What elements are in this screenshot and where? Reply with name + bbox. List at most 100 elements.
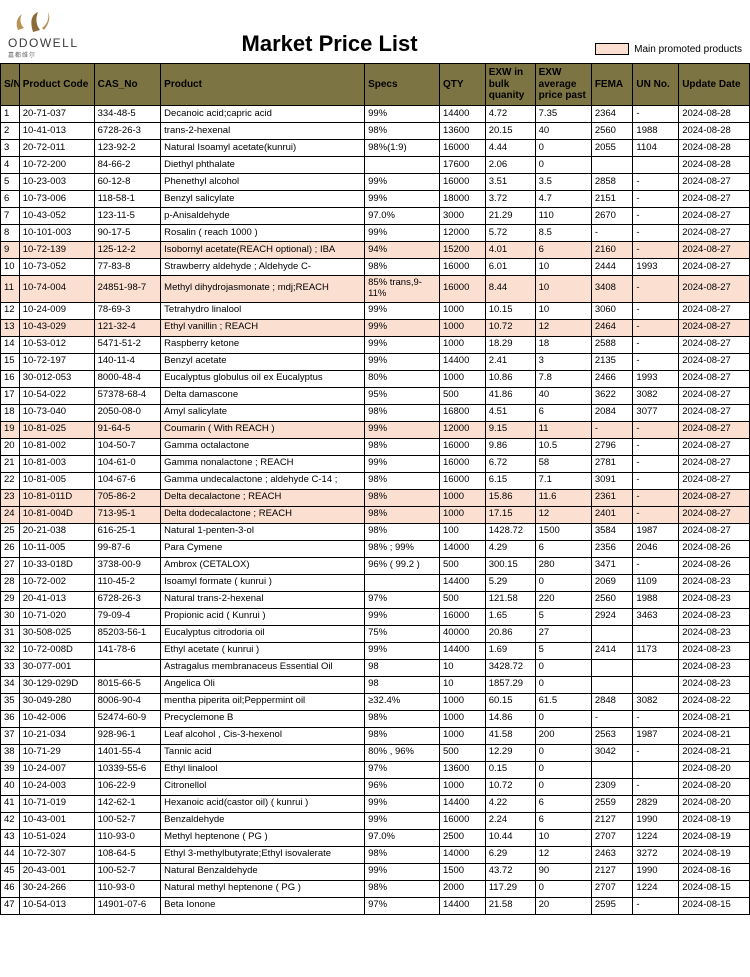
cell-fema: 2796 [591, 438, 633, 455]
cell-cas: 110-93-0 [94, 880, 161, 897]
cell-bulk: 300.15 [485, 557, 535, 574]
cell-spec: 99% [365, 302, 440, 319]
cell-avg: 12 [535, 319, 591, 336]
cell-cas: 8000-48-4 [94, 370, 161, 387]
table-row: 1910-81-02591-64-5Coumarin ( With REACH … [1, 421, 750, 438]
cell-qty: 16800 [439, 404, 485, 421]
cell-sn: 40 [1, 778, 20, 795]
cell-fema: 2588 [591, 336, 633, 353]
cell-sn: 9 [1, 242, 20, 259]
cell-fema: 2563 [591, 727, 633, 744]
cell-un [633, 761, 679, 778]
cell-date: 2024-08-23 [679, 574, 750, 591]
cell-prod: Beta Ionone [161, 897, 365, 914]
cell-sn: 15 [1, 353, 20, 370]
cell-fema [591, 157, 633, 174]
table-row: 3130-508-02585203-56-1Eucalyptus citrodo… [1, 625, 750, 642]
cell-un: 3463 [633, 608, 679, 625]
cell-fema: 2559 [591, 795, 633, 812]
cell-qty: 16000 [439, 455, 485, 472]
cell-spec: 98% [365, 404, 440, 421]
cell-qty: 16000 [439, 259, 485, 276]
cell-un [633, 625, 679, 642]
cell-date: 2024-08-27 [679, 174, 750, 191]
cell-code: 10-71-019 [19, 795, 94, 812]
cell-un: 3077 [633, 404, 679, 421]
cell-qty: 15200 [439, 242, 485, 259]
table-row: 210-41-0136728-26-3trans-2-hexenal98%136… [1, 123, 750, 140]
cell-prod: Eucalyptus globulus oil ex Eucalyptus [161, 370, 365, 387]
cell-sn: 31 [1, 625, 20, 642]
cell-sn: 17 [1, 387, 20, 404]
cell-qty: 17600 [439, 157, 485, 174]
cell-avg: 12 [535, 846, 591, 863]
cell-sn: 12 [1, 302, 20, 319]
cell-un [633, 157, 679, 174]
cell-spec: 98% [365, 472, 440, 489]
cell-cas: 1401-55-4 [94, 744, 161, 761]
cell-avg: 280 [535, 557, 591, 574]
cell-prod: Rosalin ( reach 1000 ) [161, 225, 365, 242]
cell-bulk: 2.06 [485, 157, 535, 174]
cell-qty: 2500 [439, 829, 485, 846]
cell-un: 3082 [633, 693, 679, 710]
cell-code: 10-81-025 [19, 421, 94, 438]
cell-spec: 99% [365, 319, 440, 336]
cell-date: 2024-08-23 [679, 591, 750, 608]
cell-sn: 13 [1, 319, 20, 336]
cell-date: 2024-08-16 [679, 863, 750, 880]
col-header: EXW average price past [535, 64, 591, 106]
cell-avg: 18 [535, 336, 591, 353]
cell-prod: Ethyl linalool [161, 761, 365, 778]
cell-date: 2024-08-21 [679, 744, 750, 761]
cell-sn: 28 [1, 574, 20, 591]
cell-spec: 98% [365, 523, 440, 540]
cell-date: 2024-08-27 [679, 438, 750, 455]
cell-bulk: 15.86 [485, 489, 535, 506]
cell-prod: Isoamyl formate ( kunrui ) [161, 574, 365, 591]
cell-bulk: 41.86 [485, 387, 535, 404]
cell-un: - [633, 106, 679, 123]
cell-avg: 110 [535, 208, 591, 225]
cell-qty: 10 [439, 659, 485, 676]
cell-avg: 40 [535, 123, 591, 140]
cell-qty: 16000 [439, 276, 485, 303]
cell-bulk: 1857.29 [485, 676, 535, 693]
cell-date: 2024-08-22 [679, 693, 750, 710]
cell-sn: 43 [1, 829, 20, 846]
cell-sn: 35 [1, 693, 20, 710]
cell-qty: 1000 [439, 302, 485, 319]
cell-bulk: 41.58 [485, 727, 535, 744]
cell-un: - [633, 208, 679, 225]
cell-avg: 5 [535, 608, 591, 625]
cell-cas: 100-52-7 [94, 863, 161, 880]
cell-cas: 713-95-1 [94, 506, 161, 523]
cell-date: 2024-08-27 [679, 191, 750, 208]
cell-prod: Ambrox (CETALOX) [161, 557, 365, 574]
cell-bulk: 3.51 [485, 174, 535, 191]
cell-cas: 57378-68-4 [94, 387, 161, 404]
cell-spec: 97% [365, 897, 440, 914]
cell-qty: 1000 [439, 489, 485, 506]
cell-code: 10-43-001 [19, 812, 94, 829]
cell-sn: 32 [1, 642, 20, 659]
cell-sn: 46 [1, 880, 20, 897]
cell-avg: 58 [535, 455, 591, 472]
cell-date: 2024-08-20 [679, 795, 750, 812]
cell-bulk: 4.01 [485, 242, 535, 259]
cell-cas: 118-58-1 [94, 191, 161, 208]
cell-prod: Methyl heptenone ( PG ) [161, 829, 365, 846]
cell-bulk: 4.29 [485, 540, 535, 557]
cell-prod: Propionic acid ( Kunrui ) [161, 608, 365, 625]
cell-spec: 98% [365, 123, 440, 140]
cell-fema: - [591, 710, 633, 727]
cell-prod: Tetrahydro linalool [161, 302, 365, 319]
cell-prod: Amyl salicylate [161, 404, 365, 421]
cell-spec: 99% [365, 863, 440, 880]
cell-qty: 1000 [439, 319, 485, 336]
cell-avg: 200 [535, 727, 591, 744]
cell-prod: Strawberry aldehyde ; Aldehyde C- [161, 259, 365, 276]
cell-date: 2024-08-27 [679, 302, 750, 319]
cell-qty: 16000 [439, 812, 485, 829]
cell-code: 10-24-003 [19, 778, 94, 795]
